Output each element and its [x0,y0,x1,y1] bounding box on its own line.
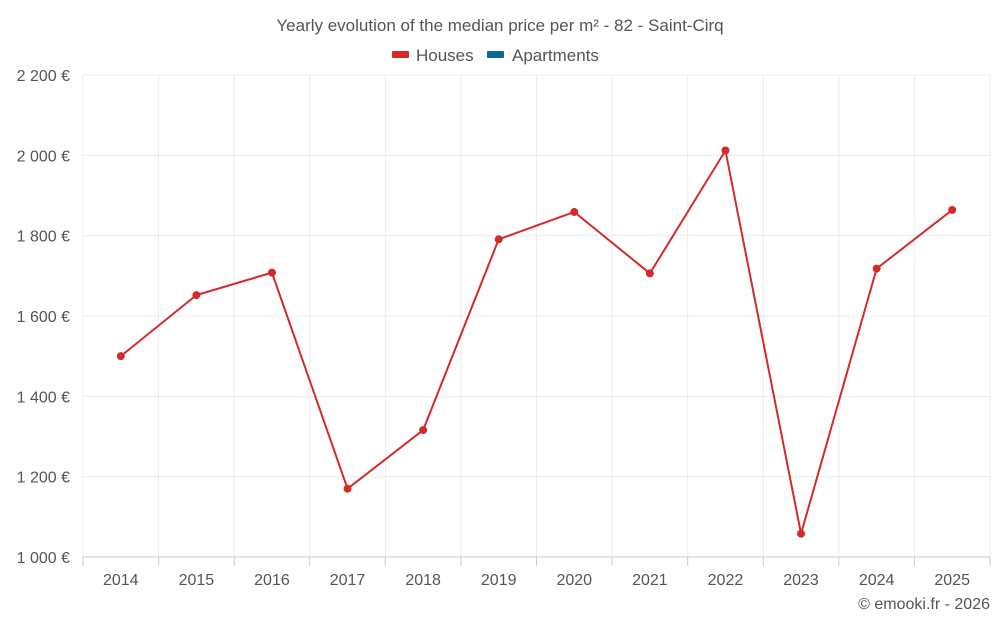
series-line-houses [120,149,953,535]
x-tick-label: 2025 [934,572,970,589]
y-tick-label: 1 400 € [17,389,70,406]
y-tick-label: 1 200 € [17,470,70,487]
data-point[interactable]: 2014: 1500 [116,352,125,361]
y-tick-label: 1 800 € [17,229,70,246]
data-point[interactable]: 2019: 1791 [494,235,503,244]
legend-swatch-houses [392,51,409,58]
data-point[interactable]: 2021: 1706 [645,269,654,278]
chart-title: Yearly evolution of the median price per… [276,16,723,35]
legend-label-houses: Houses [416,46,474,65]
data-point[interactable]: 2020: 1859 [570,207,579,216]
data-point[interactable]: 2024: 1718 [872,264,881,273]
series-layer: 2014: 1500 2015: 1652 2016: 1708 2017: 1170… [116,146,957,538]
x-tick-label: 2017 [330,572,366,589]
data-point[interactable]: 2018: 1316 [419,426,428,435]
x-tick-label: 2019 [481,572,517,589]
legend: Houses Apartments [392,46,599,65]
legend-item-houses[interactable]: Houses [392,46,474,65]
x-tick-label: 2022 [708,572,744,589]
x-tick-label: 2023 [783,572,819,589]
x-tick-label: 2024 [859,572,895,589]
credit-text: © emooki.fr - 2026 [858,596,990,613]
x-tick-label: 2014 [103,572,139,589]
x-tick-label: 2015 [179,572,215,589]
x-tick-label: 2020 [556,572,592,589]
x-tick-label: 2018 [405,572,441,589]
data-point[interactable]: 2015: 1652 [192,291,201,300]
data-point[interactable]: 2017: 1170 [343,484,352,493]
data-point[interactable]: 2022: 2012 [721,146,730,155]
axes: 1 000 € 1 200 € 1 400 € 1 600 € 1 800 € 2 000… [17,68,991,589]
y-tick-label: 1 000 € [17,550,70,567]
legend-swatch-apartments [487,51,504,58]
y-tick-label: 1 600 € [17,309,70,326]
data-point[interactable]: 2023: 1058 [797,529,806,538]
x-tick-label: 2021 [632,572,668,589]
y-tick-label: 2 000 € [17,148,70,165]
grid [82,74,991,557]
data-point[interactable]: 2025: 1864 [948,205,957,214]
x-tick-label: 2016 [254,572,290,589]
data-point[interactable]: 2016: 1708 [267,268,276,277]
y-tick-label: 2 200 € [17,68,70,85]
legend-item-apartments[interactable]: Apartments [487,46,599,65]
legend-label-apartments: Apartments [512,46,599,65]
